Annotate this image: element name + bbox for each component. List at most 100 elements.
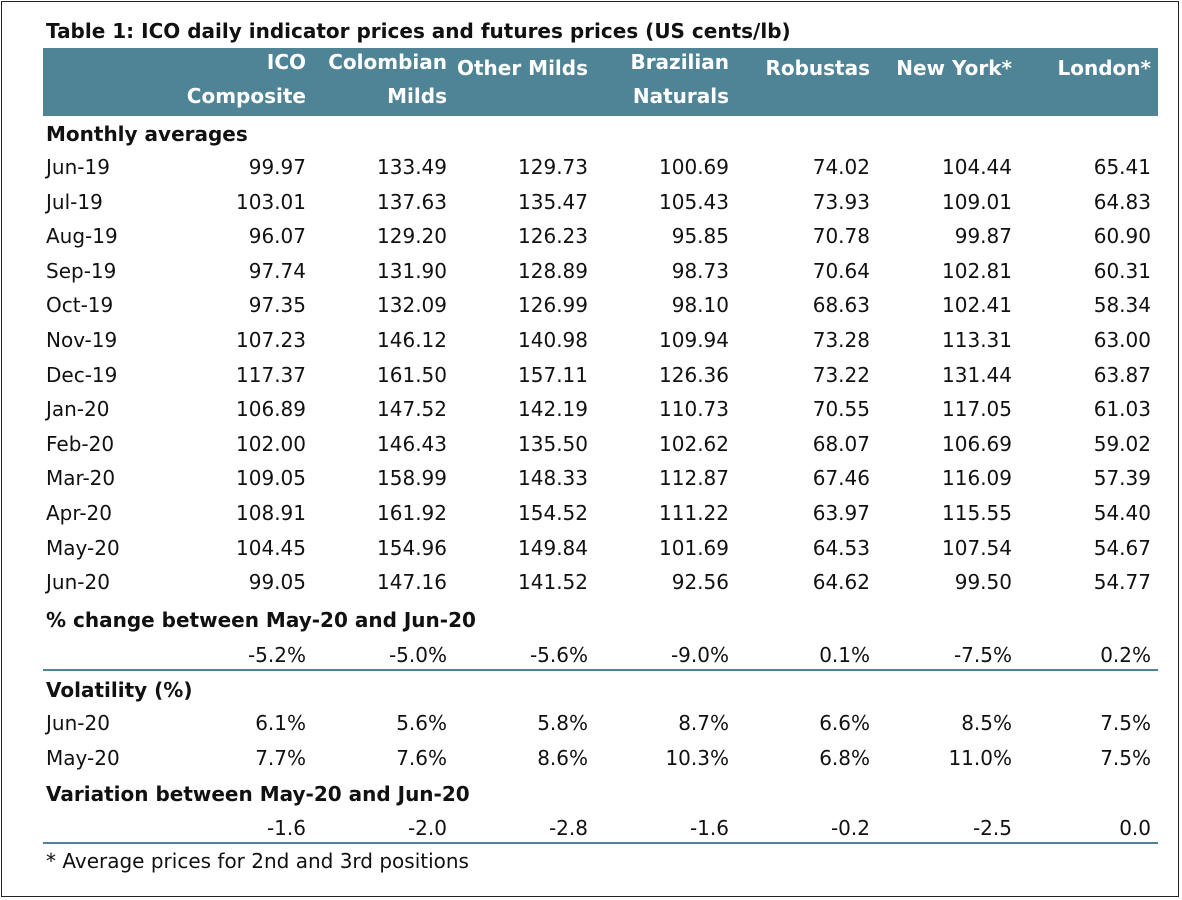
table-cell: 64.83 <box>1093 189 1151 214</box>
row-label: Jun-20 <box>46 570 110 595</box>
header-robustas: Robustas <box>765 56 870 80</box>
table-cell: 0.0 <box>1119 816 1151 840</box>
table-cell: 68.07 <box>812 431 870 456</box>
table-cell: 92.56 <box>671 570 729 595</box>
table-cell: -1.6 <box>266 816 306 840</box>
table-cell: 113.31 <box>942 328 1012 352</box>
header-new-york: New York* <box>896 56 1012 80</box>
table-cell: 102.81 <box>942 258 1012 283</box>
row-label: Mar-20 <box>46 466 116 491</box>
table-cell: 99.97 <box>248 155 306 179</box>
table-cell: 0.2% <box>1100 643 1151 667</box>
table-cell: 132.09 <box>377 293 447 318</box>
table-cell: 96.07 <box>248 224 306 249</box>
table-cell: 5.6% <box>396 711 447 735</box>
table-cell: 146.43 <box>377 431 447 456</box>
table-cell: 54.67 <box>1093 535 1151 560</box>
table-cell: 149.84 <box>518 535 588 560</box>
table-cell: 7.5% <box>1100 745 1151 770</box>
table-cell: 102.62 <box>659 431 729 456</box>
table-cell: 97.74 <box>248 258 306 283</box>
table-cell: 7.7% <box>255 745 306 770</box>
row-label: Nov-19 <box>46 328 118 352</box>
table-cell: 115.55 <box>942 501 1012 525</box>
table-cell: 117.05 <box>942 397 1012 422</box>
table-cell: 10.3% <box>665 745 729 770</box>
table-cell: 70.78 <box>812 224 870 249</box>
table-cell: 112.87 <box>659 466 729 491</box>
table-cell: 111.22 <box>659 501 729 525</box>
table-cell: 128.89 <box>518 258 588 283</box>
table-cell: 7.6% <box>396 745 447 770</box>
table-cell: -1.6 <box>689 816 729 840</box>
table-cell: 0.1% <box>819 643 870 667</box>
table-cell: 97.35 <box>248 293 306 318</box>
table-cell: 107.23 <box>236 328 306 352</box>
table-cell: 67.46 <box>812 466 870 491</box>
table-row: Apr-20 108.91 161.92 154.52 111.22 63.97 115.5… <box>43 496 1158 530</box>
table-cell: 131.44 <box>942 362 1012 387</box>
table-cell: 104.45 <box>236 535 306 560</box>
table-cell: 58.34 <box>1093 293 1151 318</box>
table-cell: 5.8% <box>537 711 588 735</box>
table-cell: 135.50 <box>518 431 588 456</box>
section-pct-change: % change between May-20 and Jun-20 <box>46 608 476 632</box>
table-cell: 109.01 <box>942 189 1012 214</box>
table-cell: 54.40 <box>1093 501 1151 525</box>
table-cell: 104.44 <box>942 155 1012 179</box>
table-cell: 6.1% <box>255 711 306 735</box>
table-cell: 108.91 <box>236 501 306 525</box>
table-cell: -0.2 <box>830 816 870 840</box>
table-cell: 117.37 <box>236 362 306 387</box>
table-cell: 6.6% <box>819 711 870 735</box>
table-cell: 109.94 <box>659 328 729 352</box>
table-row: Jan-20 106.89 147.52 142.19 110.73 70.55 117.0… <box>43 392 1158 426</box>
table-cell: 161.92 <box>377 501 447 525</box>
table-cell: -2.5 <box>972 816 1012 840</box>
table-cell: 148.33 <box>518 466 588 491</box>
table-cell: 101.69 <box>659 535 729 560</box>
row-label: Aug-19 <box>46 224 118 249</box>
row-label: Apr-20 <box>46 501 112 525</box>
table-cell: 64.53 <box>812 535 870 560</box>
table-cell: 8.6% <box>537 745 588 770</box>
table-cell: 73.28 <box>812 328 870 352</box>
table-cell: 8.5% <box>961 711 1012 735</box>
table-row: Oct-19 97.35 132.09 126.99 98.10 68.63 102.41 5… <box>43 288 1158 322</box>
table-cell: 74.02 <box>812 155 870 179</box>
table-cell: 99.50 <box>954 570 1012 595</box>
table-cell: 161.50 <box>377 362 447 387</box>
section-rule <box>43 842 1158 844</box>
table-cell: 63.00 <box>1093 328 1151 352</box>
table-row: Jul-19 103.01 137.63 135.47 105.43 73.93 109.0… <box>43 185 1158 219</box>
table-cell: 95.85 <box>671 224 729 249</box>
table-cell: 60.31 <box>1093 258 1151 283</box>
table-cell: 140.98 <box>518 328 588 352</box>
table-cell: 11.0% <box>948 745 1012 770</box>
table-cell: -5.6% <box>529 643 588 667</box>
row-label: Jun-20 <box>46 711 110 735</box>
table-row: Jun-19 99.97 133.49 129.73 100.69 74.02 104.44… <box>43 150 1158 184</box>
table-cell: 126.36 <box>659 362 729 387</box>
table-cell: 64.62 <box>812 570 870 595</box>
table-cell: 106.69 <box>942 431 1012 456</box>
table-cell: 154.96 <box>377 535 447 560</box>
table-row: -1.6 -2.0 -2.8 -1.6 -0.2 -2.5 0.0 <box>43 811 1158 845</box>
table-cell: 63.87 <box>1093 362 1151 387</box>
row-label: May-20 <box>46 535 120 560</box>
table-cell: 154.52 <box>518 501 588 525</box>
table-row: May-20 7.7% 7.6% 8.6% 10.3% 6.8% 11.0% 7.5% <box>43 741 1158 775</box>
table-row: Sep-19 97.74 131.90 128.89 98.73 70.64 102.81 6… <box>43 254 1158 288</box>
table-cell: 131.90 <box>377 258 447 283</box>
table-cell: -7.5% <box>953 643 1012 667</box>
table-cell: 65.41 <box>1093 155 1151 179</box>
table-cell: 57.39 <box>1093 466 1151 491</box>
table-cell: 103.01 <box>236 189 306 214</box>
section-monthly-averages: Monthly averages <box>46 122 248 146</box>
table-cell: 98.73 <box>671 258 729 283</box>
table-cell: 129.73 <box>518 155 588 179</box>
table-cell: 59.02 <box>1093 431 1151 456</box>
table-row: Jun-20 6.1% 5.6% 5.8% 8.7% 6.6% 8.5% 7.5% <box>43 706 1158 740</box>
table-cell: 73.93 <box>812 189 870 214</box>
table-cell: -9.0% <box>670 643 729 667</box>
